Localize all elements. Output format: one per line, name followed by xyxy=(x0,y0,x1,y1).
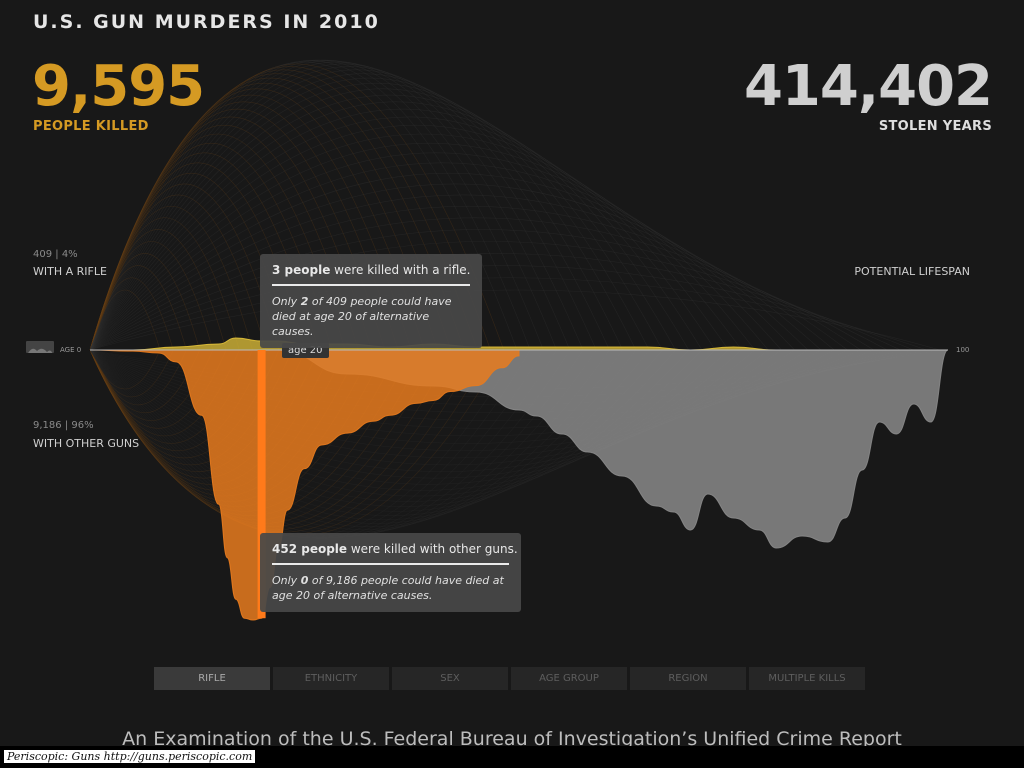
fan-arc-up xyxy=(89,59,544,351)
fan-arc-up xyxy=(89,133,346,351)
page-subtitle: An Examination of the U.S. Federal Burea… xyxy=(122,728,902,750)
fan-arc-up xyxy=(89,69,478,351)
fan-arc-up xyxy=(89,73,637,351)
fan-arc-up xyxy=(89,152,782,351)
fan-arc-up xyxy=(89,133,756,351)
fan-arc-up xyxy=(89,59,557,351)
fan-arc-up xyxy=(89,289,161,351)
fan-arc-up xyxy=(89,173,809,351)
age-start-label: AGE 0 xyxy=(60,346,82,354)
tooltip-other-body-count: 0 xyxy=(300,574,309,587)
fan-arc-up xyxy=(89,66,610,351)
tab-rifle[interactable]: RIFLE xyxy=(154,667,270,690)
fan-arc-up xyxy=(89,69,623,351)
page-title: U.S. GUN MURDERS IN 2010 xyxy=(33,11,380,33)
fan-arc-up xyxy=(89,73,465,351)
fan-arc-up xyxy=(89,183,822,351)
rifle-tooltip: 3 people were killed with a rifle. Only … xyxy=(260,254,482,348)
fan-arc-up xyxy=(89,63,597,351)
fan-arc-up xyxy=(89,277,174,351)
fan-arc-down xyxy=(89,349,637,530)
fan-arc-up xyxy=(89,82,438,351)
filter-tabs: RIFLE ETHNICITY SEX AGE GROUP REGION MUL… xyxy=(154,667,865,690)
stolen-years-number: 414,402 xyxy=(743,54,993,119)
mini-chart-icon[interactable] xyxy=(26,341,54,353)
fan-arc-up xyxy=(89,194,267,351)
fan-arc-up xyxy=(89,217,240,351)
fan-arc-up xyxy=(89,116,729,351)
tooltip-rifle-body-count: 2 xyxy=(300,295,309,308)
fan-arc-up xyxy=(89,66,491,351)
credit-bar xyxy=(0,746,1024,768)
fan-arc-up xyxy=(89,77,452,351)
fan-arc-up xyxy=(89,116,372,351)
fan-arc-up xyxy=(89,253,901,351)
fan-arc-up xyxy=(89,60,571,351)
fan-arc-up xyxy=(89,108,386,351)
tab-ethnicity[interactable]: ETHNICITY xyxy=(273,667,389,690)
other-guns-stat: 9,186 | 96% xyxy=(33,420,94,431)
tooltip-rifle-text: were killed with a rifle. xyxy=(330,263,471,277)
stolen-years-label: STOLEN YEARS xyxy=(878,119,992,134)
fan-arc-up xyxy=(89,265,914,351)
fan-arc-up xyxy=(89,265,187,351)
people-killed-number: 9,595 xyxy=(32,54,205,119)
fan-arc-down xyxy=(89,349,478,533)
tooltip-other-count: 452 people xyxy=(272,542,348,556)
fan-arc-up xyxy=(89,143,769,351)
rifle-stat: 409 | 4% xyxy=(33,249,78,260)
fan-arc-up xyxy=(89,229,875,351)
fan-arc-up xyxy=(89,205,848,351)
tooltip-rifle-count: 3 people xyxy=(272,263,331,277)
other-guns-tooltip: 452 people were killed with other guns. … xyxy=(260,533,521,612)
tooltip-other-text: were killed with other guns. xyxy=(347,542,518,556)
fan-arc-up xyxy=(89,194,835,351)
tooltip-rifle-body-suffix: of 409 people could have died at age 20 … xyxy=(272,295,452,338)
tab-age-group[interactable]: AGE GROUP xyxy=(511,667,627,690)
tooltip-rifle-body-prefix: Only xyxy=(272,295,301,308)
fan-arc-up xyxy=(89,125,742,351)
fan-arc-up xyxy=(89,60,531,351)
age-end-label: 100 xyxy=(956,346,970,354)
fan-arc-up xyxy=(89,205,253,351)
fan-arc-up xyxy=(89,217,861,351)
potential-lifespan-area xyxy=(278,349,949,549)
other-guns-label[interactable]: WITH OTHER GUNS xyxy=(33,437,140,450)
tab-region[interactable]: REGION xyxy=(630,667,746,690)
fan-arc-down xyxy=(89,349,174,397)
fan-arc-up xyxy=(89,108,716,351)
fan-arc-up xyxy=(89,229,227,351)
fan-arc-up xyxy=(89,82,663,351)
tab-multiple-kills[interactable]: MULTIPLE KILLS xyxy=(749,667,865,690)
rifle-label[interactable]: WITH A RIFLE xyxy=(33,265,107,278)
credit-text[interactable]: Periscopic: Guns http://guns.periscopic.… xyxy=(4,750,256,763)
tab-sex[interactable]: SEX xyxy=(392,667,508,690)
fan-arc-up xyxy=(89,63,505,351)
fan-arc-up xyxy=(89,101,399,351)
fan-arc-up xyxy=(89,88,676,351)
fan-arc-up xyxy=(89,142,333,351)
age-highlight-bar xyxy=(257,350,266,619)
fan-arc-up xyxy=(89,101,703,351)
fan-arc-up xyxy=(89,289,941,351)
fan-arc-up xyxy=(89,253,200,351)
fan-arc-down xyxy=(89,349,187,406)
fan-arc-up xyxy=(89,88,425,351)
tooltip-other-body-suffix: of 9,186 people could have died at age 2… xyxy=(272,574,504,602)
people-killed-label: PEOPLE KILLED xyxy=(33,119,149,134)
fan-arc-up xyxy=(89,77,650,351)
fan-arc-up xyxy=(89,277,927,351)
fan-arc-down xyxy=(89,349,161,390)
fan-arc-up xyxy=(89,94,690,351)
tooltip-other-body-prefix: Only xyxy=(272,574,301,587)
fan-arc-up xyxy=(89,162,795,351)
fan-arc-up xyxy=(89,61,518,351)
fan-arc-down xyxy=(89,349,623,533)
fan-arc-up xyxy=(89,241,888,351)
potential-lifespan-label: POTENTIAL LIFESPAN xyxy=(854,265,970,278)
fan-arc-up xyxy=(89,61,584,351)
